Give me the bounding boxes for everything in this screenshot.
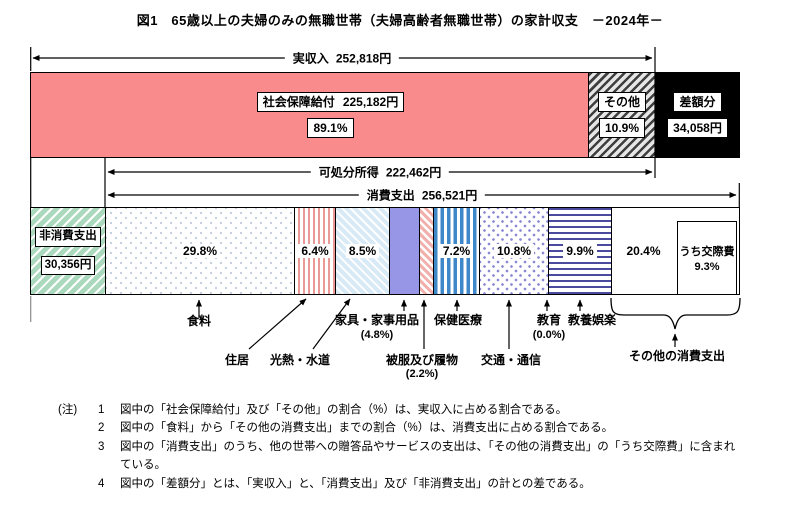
segment-housing: 6.4% (295, 208, 336, 294)
callout-medical: 保健医療 (433, 313, 483, 327)
other-income-pct-box: 10.9% (598, 118, 646, 139)
social-security-name: 社会保障給付 (262, 94, 335, 109)
social-security-pct-box: 89.1% (307, 118, 354, 139)
non-consumption-amount-box: 30,356円 (40, 255, 96, 276)
segment-medical: 7.2% (434, 208, 480, 294)
segment-other-consumption: 20.4% うち交際費 9.3% (612, 208, 739, 295)
callout-utilities: 光熱・水道 (269, 353, 331, 367)
non-consumption-label-box: 非消費支出 (35, 226, 101, 247)
housing-arrow (248, 298, 307, 350)
callout-furniture: 家具・家事用品 (334, 313, 420, 327)
callout-clothing-pct: (2.2%) (405, 368, 439, 380)
note-item: 2 図中の「食料」から「その他の消費支出」までの割合（%）は、消費支出に占める割… (98, 422, 614, 435)
segment-leisure: 9.9% (549, 208, 612, 294)
segment-utilities: 8.5% (336, 208, 390, 294)
callout-furniture-pct: (4.8%) (360, 329, 394, 341)
expense-bar: 非消費支出 30,356円 29.8% 6.4% 8.5% 7.2% 10.8%… (30, 207, 740, 295)
note-item: 4 図中の「差額分」とは、「実収入」と、「消費支出」及び「非消費支出」の計との差… (98, 477, 591, 490)
note-item: 3 図中の「消費支出」のうち、他の世帯への贈答品やサービスの支出は、「その他の消… (98, 440, 736, 472)
segment-social-security: 社会保障給付 225,182円 89.1% (31, 73, 589, 157)
segment-other-income: その他 10.9% (589, 73, 656, 157)
social-security-amount: 225,182円 (342, 94, 399, 109)
social-expenses-box: うち交際費 9.3% (677, 221, 737, 295)
consumption-value: 256,521円 (421, 188, 478, 203)
other-consumption-pct: 20.4% (623, 244, 664, 258)
social-expenses-label: うち交際費 (679, 246, 735, 258)
segment-non-consumption: 非消費支出 30,356円 (31, 208, 106, 294)
note-item: (注) 1 図中の「社会保障給付」及び「その他」の割合（%）は、実収入に占める割… (58, 401, 742, 419)
notes: (注) 1 図中の「社会保障給付」及び「その他」の割合（%）は、実収入に占める割… (58, 401, 742, 493)
notes-prefix: (注) (58, 404, 78, 416)
other-consumption-brace (610, 297, 741, 330)
callout-housing: 住居 (224, 353, 250, 367)
consumption-arrow-label: 消費支出 256,521円 (358, 186, 486, 204)
leisure-pct: 9.9% (563, 244, 597, 258)
housing-pct: 6.4% (298, 244, 332, 258)
segment-transport: 10.8% (480, 208, 549, 294)
callout-food: 食料 (186, 314, 212, 328)
utilities-pct: 8.5% (345, 244, 380, 258)
segment-deficit: 差額分 34,058円 (656, 73, 739, 157)
other-income-label-box: その他 (597, 91, 646, 112)
transport-pct: 10.8% (493, 244, 535, 258)
actual-income-label: 実収入 (292, 51, 329, 66)
callout-education-pct: (0.0%) (532, 329, 566, 341)
actual-income-value: 252,818円 (335, 51, 392, 66)
deficit-amount-box: 34,058円 (667, 118, 728, 139)
actual-income-arrow-label: 実収入 252,818円 (284, 49, 400, 67)
income-bar: 社会保障給付 225,182円 89.1% その他 10.9% 差額分 34,05… (30, 72, 740, 158)
disposable-income-value: 222,462円 (385, 165, 442, 180)
deficit-label-box: 差額分 (673, 91, 722, 112)
callout-other-consumption: その他の消費支出 (628, 349, 726, 363)
social-expenses-pct: 9.3% (694, 261, 720, 273)
segment-food: 29.8% (106, 208, 295, 294)
disposable-income-label: 可処分所得 (318, 165, 379, 180)
food-pct: 29.8% (179, 244, 221, 258)
figure-title: 図1 65歳以上の夫婦のみの無職世帯（夫婦高齢者無職世帯）の家計収支 －2024… (136, 13, 664, 28)
segment-clothing (420, 208, 434, 294)
disposable-income-arrow-label: 可処分所得 222,462円 (310, 163, 450, 181)
callout-transport: 交通・通信 (480, 353, 542, 367)
social-security-label-box: 社会保障給付 225,182円 (256, 91, 405, 112)
callout-leisure: 教養娯楽 (567, 313, 617, 327)
consumption-label: 消費支出 (366, 188, 415, 203)
callout-clothing: 被服及び履物 (385, 353, 459, 367)
segment-furniture (390, 208, 420, 294)
medical-pct: 7.2% (439, 244, 474, 258)
callout-education: 教育 (536, 313, 562, 327)
